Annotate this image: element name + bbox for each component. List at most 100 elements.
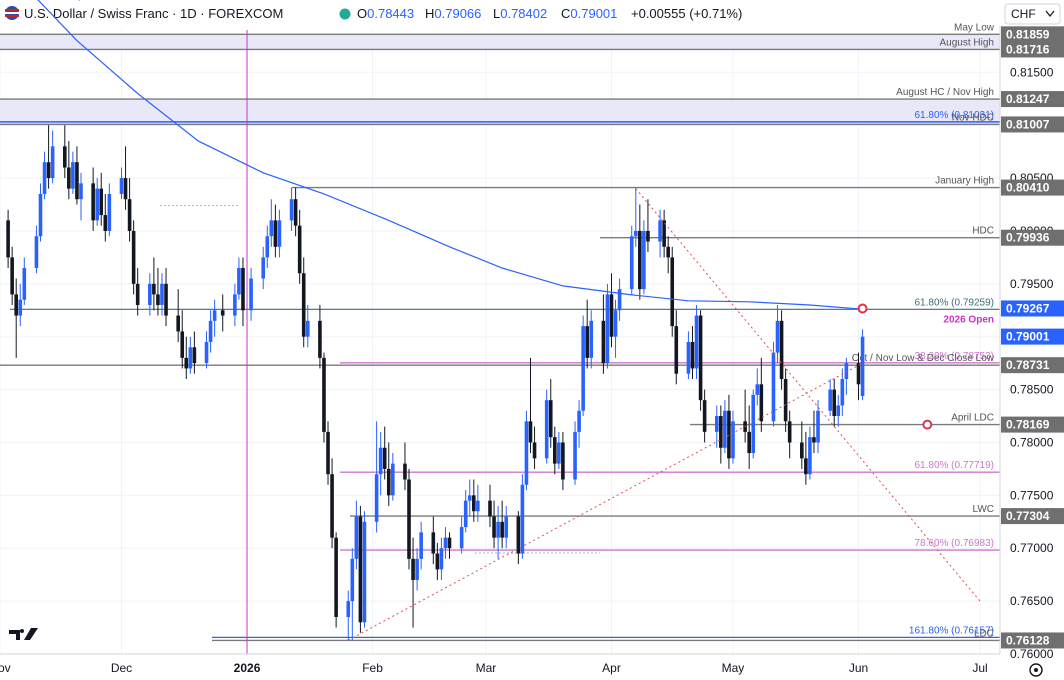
candle-body [208,320,213,342]
candle-body [751,394,756,454]
candle-body [79,183,83,200]
candle-body [330,474,334,538]
candle [269,199,274,247]
candle-body [391,463,395,496]
candle [646,199,650,253]
price-levels: May Low August High August HC / Nov High 61… [0,22,1000,642]
time-tick-label: Feb [362,661,383,675]
candle-body [318,320,322,358]
candle [662,209,666,258]
candle-body [557,442,561,464]
candle-body [322,357,326,432]
time-tick-label: Jul [972,661,987,675]
candle-body [589,320,594,358]
candle-body [629,236,634,290]
candle-body [75,162,79,200]
price-badge [1001,26,1064,43]
candle [658,209,662,258]
price-tick-label: 0.78000 [1010,435,1054,449]
candle-body [148,283,152,305]
candle [164,267,168,327]
candle-body [419,532,423,559]
level-band [0,99,1000,125]
price-tick-label: 0.81500 [1010,65,1054,79]
candle-body [492,516,496,538]
candle-body [249,278,253,311]
candle-body [670,257,675,327]
candle [800,421,804,469]
price-badge [1001,416,1064,433]
time-axis[interactable]: Nov Dec 2026 Feb Mar Apr May Jun Jul [0,653,1000,680]
marker-circle [922,419,933,430]
level-label: Oct / Nov Low & Dec Close Low [852,353,995,364]
candle-body [613,310,618,337]
candle [322,352,326,443]
price-axis[interactable]: 0.815000.810000.805000.800000.795000.790… [999,26,1064,661]
candle-body [690,342,695,369]
level-label: LDC [974,628,994,639]
candle-body [609,294,614,337]
candle [492,500,496,549]
candle [103,193,108,242]
level-label: LWC [973,504,994,515]
candle [265,225,270,268]
candle-body [581,326,585,411]
candle-body [552,437,557,464]
candle-body [188,347,193,369]
currency-selector[interactable]: CHF [1004,3,1061,25]
candle-body [67,167,71,189]
candle-body [350,558,355,602]
candle-body [528,421,533,443]
candle [192,331,197,374]
candle-body [358,516,363,623]
candle [775,304,780,364]
candle [520,474,525,559]
candle [249,267,253,321]
candle [350,548,355,641]
candle [832,379,837,427]
candle [856,352,861,401]
candle [605,283,610,369]
candle-body [326,431,330,475]
candle [844,357,849,395]
price-badge-label: 0.78731 [1006,358,1050,372]
time-axis-bg [0,654,1000,680]
candle [816,400,820,454]
candle [670,246,675,337]
candle [10,246,14,305]
candle [241,257,245,327]
settings-gear-icon[interactable] [1029,663,1043,677]
candle [354,500,359,570]
price-badge [1001,328,1064,345]
candle [237,257,241,300]
price-badge [1001,91,1064,108]
candle [374,421,379,533]
price-badge-label: 0.81247 [1006,92,1050,106]
candle [714,405,719,448]
level-bands [0,34,1000,125]
price-badge-label: 0.81716 [1006,42,1050,56]
candle-body [779,320,784,380]
candle-body [633,230,638,237]
level-label: April LDC [951,413,994,424]
candle [496,505,500,559]
candle-body [642,230,646,290]
chart-header: U.S. Dollar / Swiss Franc · 1D · FOREXCO… [5,6,742,21]
candle [674,310,679,385]
candle-body [771,352,776,422]
candle-body [362,521,367,623]
candle [759,357,764,432]
candle [22,257,27,305]
candle [289,187,294,231]
candle [836,394,841,427]
level-label: 61.80% (0.77719) [914,460,994,471]
candle [34,225,39,274]
ohlc-h: H0.79066 [425,6,481,21]
candle-body [378,447,383,475]
candle [633,187,638,247]
ohlc-c: C0.79001 [561,6,617,21]
candle [176,289,180,342]
level-label-2026-open: 2026 Open [943,314,994,325]
